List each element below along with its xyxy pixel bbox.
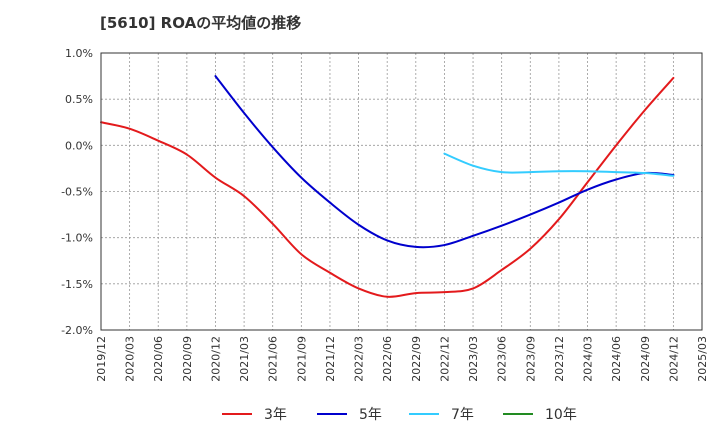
x-tick-label: 2021/09	[295, 336, 308, 382]
plot-frame	[100, 52, 703, 331]
x-tick-label: 2025/03	[696, 336, 709, 382]
x-tick-label: 2023/03	[467, 336, 480, 382]
x-tick-label: 2022/12	[438, 336, 451, 382]
x-tick-label: 2021/06	[267, 336, 280, 382]
series-lines	[100, 75, 675, 298]
grid	[101, 53, 702, 330]
y-tick-label: -1.5%	[61, 278, 93, 291]
legend-label: 10年	[545, 407, 577, 423]
series-line-7年	[443, 152, 675, 177]
legend-label: 7年	[451, 407, 474, 423]
x-tick-label: 2022/06	[381, 336, 394, 382]
x-tick-label: 2024/12	[667, 336, 680, 382]
legend-label: 3年	[264, 407, 287, 423]
y-tick-label: 1.0%	[65, 47, 93, 60]
x-tick-label: 2022/09	[410, 336, 423, 382]
x-tick-label: 2019/12	[95, 336, 108, 382]
x-tick-label: 2024/03	[582, 336, 595, 382]
x-tick-label: 2024/06	[610, 336, 623, 382]
x-tick-label: 2024/09	[639, 336, 652, 382]
y-axis-ticks: 1.0% 0.5% 0.0% -0.5% -1.0% -1.5% -2.0%	[61, 47, 93, 337]
y-tick-label: -1.0%	[61, 232, 93, 245]
x-tick-label: 2023/12	[553, 336, 566, 382]
x-tick-label: 2020/03	[124, 336, 137, 382]
legend-label: 5年	[359, 407, 382, 423]
x-tick-label: 2020/09	[181, 336, 194, 382]
x-tick-label: 2022/03	[353, 336, 366, 382]
x-tick-label: 2021/03	[238, 336, 251, 382]
y-tick-label: -0.5%	[61, 186, 93, 199]
x-tick-label: 2023/06	[496, 336, 509, 382]
chart-title: [5610] ROAの平均値の推移	[100, 14, 302, 32]
x-axis-ticks: 2019/12 2020/03 2020/06 2020/09 2020/12 2021/…	[95, 336, 709, 382]
legend: 3年 5年 7年 10年	[222, 407, 577, 423]
x-tick-label: 2020/12	[209, 336, 222, 382]
y-tick-label: -2.0%	[61, 324, 93, 337]
x-tick-label: 2023/09	[524, 336, 537, 382]
y-tick-label: 0.0%	[65, 139, 93, 152]
x-tick-label: 2020/06	[152, 336, 165, 382]
x-tick-label: 2021/12	[324, 336, 337, 382]
series-line-5年	[214, 75, 675, 249]
y-tick-label: 0.5%	[65, 93, 93, 106]
